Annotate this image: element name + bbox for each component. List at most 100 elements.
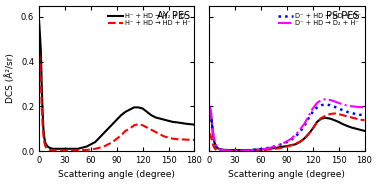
D⁻ + HD → D₂ + H⁻ xyxy=(259,148,263,151)
H⁻ + HD → HD + H⁻ xyxy=(45,148,49,150)
H⁻ + HD → H₂ + D⁻ xyxy=(170,121,175,123)
D⁻ + HD → D₂ + H⁻ xyxy=(276,144,280,147)
D⁻ + HD → HD + D⁻ xyxy=(219,149,223,151)
Text: AY PES: AY PES xyxy=(156,11,190,21)
D⁻ + HD → HD + D⁻ xyxy=(324,103,328,106)
H⁻ + HD → HD + H⁻ xyxy=(41,134,46,137)
H⁻ + HD → H₂ + D⁻ xyxy=(44,143,48,145)
H⁻ + HD → HD + H⁻ xyxy=(45,148,50,150)
H⁻ + HD → HD + H⁻ xyxy=(140,124,145,126)
H⁻ + HD → H₂ + D⁻ xyxy=(149,114,153,116)
H⁻ + HD → H₂ + D⁻ xyxy=(41,127,46,130)
H⁻ + HD → HD + H⁻ xyxy=(115,138,119,140)
H⁻ + HD → H₂ + D⁻ xyxy=(38,33,42,36)
D⁻ + HD → D₂ + H⁻ xyxy=(289,138,293,140)
D⁻ + HD → D₂ + H⁻ xyxy=(362,106,367,108)
H⁻ + HD → HD + H⁻ xyxy=(166,137,171,139)
H⁻ + HD → H₂ + D⁻ xyxy=(39,49,43,51)
H⁻ + HD → H₂ + D⁻ xyxy=(119,114,123,116)
D⁻ + HD → HD + D⁻ xyxy=(254,148,259,151)
H⁻ + HD → H₂ + D⁻ xyxy=(37,20,41,22)
H⁻ + HD → HD + H⁻ xyxy=(44,147,48,149)
D⁻ + HD → D₂ + H⁻ xyxy=(353,106,358,108)
H⁻ + HD → HD + H⁻ xyxy=(93,148,98,150)
H⁻ + HD → HD + H⁻ xyxy=(59,149,63,152)
H⁻ + HD → HD + H⁻ xyxy=(136,123,141,125)
X-axis label: Scattering angle (degree): Scattering angle (degree) xyxy=(58,170,175,179)
H⁻ + HD → HD + H⁻ xyxy=(88,148,93,151)
D⁻ + HD → D₂ + H⁻ xyxy=(297,129,302,131)
D⁻ + HD → HD + D⁻ xyxy=(209,121,214,123)
H⁻ + HD → HD + H⁻ xyxy=(53,149,57,152)
H⁻ + HD → HD + H⁻ xyxy=(106,143,110,145)
H⁻ + HD → HD + H⁻ xyxy=(71,149,76,152)
D⁻ + HD → HD + D⁻ xyxy=(221,149,225,151)
D⁻ + HD → HD + D⁻ xyxy=(349,112,354,114)
H⁻ + HD → HD + H⁻ xyxy=(149,129,153,131)
H⁻ + HD → HD + H⁻ xyxy=(188,139,192,141)
Line: H⁻ + HD → H₂ + D⁻: H⁻ + HD → H₂ + D⁻ xyxy=(39,21,194,149)
Y-axis label: DCS (Å²/sr): DCS (Å²/sr) xyxy=(6,53,15,103)
H⁻ + HD → H₂ + D⁻ xyxy=(175,121,180,124)
D⁻ + HD → D₂ + H⁻ xyxy=(254,149,259,151)
D⁻ + HD → D₂ + H⁻ xyxy=(214,144,218,147)
H⁻ + HD → HD + H⁻ xyxy=(39,105,44,107)
D⁻ + HD → HD + D⁻ xyxy=(259,148,263,150)
D⁻ + HD → HD + D⁻ xyxy=(315,106,319,108)
D⁻ + HD → D₂ + H⁻ xyxy=(209,119,214,121)
D⁻ + HD → HD + D⁻ xyxy=(362,114,367,116)
H⁻ + HD → HD + H⁻ xyxy=(110,141,115,143)
D⁻ + HD → D₂ + H⁻ xyxy=(209,112,213,114)
D⁻ + HD → D₂ + H⁻ xyxy=(310,107,315,110)
D⁻ + HD → HD + D⁻ xyxy=(209,112,213,114)
D⁻ + HD → HD + D⁻ xyxy=(213,144,217,146)
D⁻ + HD → D₂ + H⁻ xyxy=(280,142,285,145)
X-axis label: Scattering angle (degree): Scattering angle (degree) xyxy=(228,170,345,179)
H⁻ + HD → H₂ + D⁻ xyxy=(192,124,197,126)
H⁻ + HD → H₂ + D⁻ xyxy=(145,111,149,113)
H⁻ + HD → HD + H⁻ xyxy=(84,149,89,151)
H⁻ + HD → H₂ + D⁻ xyxy=(40,110,45,112)
H⁻ + HD → HD + H⁻ xyxy=(158,133,162,135)
D⁻ + HD → D₂ + H⁻ xyxy=(345,105,350,107)
H⁻ + HD → HD + H⁻ xyxy=(39,78,43,80)
D⁻ + HD → HD + D⁻ xyxy=(208,107,212,110)
Legend: H⁻ + HD → H₂ + D⁻, H⁻ + HD → HD + H⁻: H⁻ + HD → H₂ + D⁻, H⁻ + HD → HD + H⁻ xyxy=(108,13,192,27)
H⁻ + HD → HD + H⁻ xyxy=(145,126,149,129)
D⁻ + HD → D₂ + H⁻ xyxy=(211,134,216,137)
D⁻ + HD → D₂ + H⁻ xyxy=(341,103,345,106)
H⁻ + HD → HD + H⁻ xyxy=(42,141,46,143)
H⁻ + HD → HD + H⁻ xyxy=(63,149,67,152)
D⁻ + HD → HD + D⁻ xyxy=(358,114,363,116)
H⁻ + HD → H₂ + D⁻ xyxy=(39,83,44,85)
D⁻ + HD → D₂ + H⁻ xyxy=(272,146,276,148)
D⁻ + HD → D₂ + H⁻ xyxy=(224,149,229,152)
D⁻ + HD → D₂ + H⁻ xyxy=(213,142,217,144)
H⁻ + HD → H₂ + D⁻ xyxy=(153,116,158,119)
D⁻ + HD → HD + D⁻ xyxy=(272,145,276,148)
D⁻ + HD → HD + D⁻ xyxy=(306,117,311,120)
H⁻ + HD → HD + H⁻ xyxy=(38,60,42,63)
D⁻ + HD → D₂ + H⁻ xyxy=(208,107,212,110)
D⁻ + HD → HD + D⁻ xyxy=(319,104,324,106)
D⁻ + HD → HD + D⁻ xyxy=(267,147,272,149)
D⁻ + HD → HD + D⁻ xyxy=(302,125,306,127)
D⁻ + HD → HD + D⁻ xyxy=(332,106,336,108)
H⁻ + HD → H₂ + D⁻ xyxy=(93,141,98,143)
D⁻ + HD → HD + D⁻ xyxy=(246,149,250,151)
H⁻ + HD → HD + H⁻ xyxy=(37,51,41,54)
H⁻ + HD → H₂ + D⁻ xyxy=(140,107,145,110)
D⁻ + HD → D₂ + H⁻ xyxy=(324,98,328,100)
H⁻ + HD → HD + H⁻ xyxy=(51,149,55,152)
H⁻ + HD → H₂ + D⁻ xyxy=(49,147,53,149)
D⁻ + HD → HD + D⁻ xyxy=(293,135,298,138)
H⁻ + HD → H₂ + D⁻ xyxy=(179,122,184,124)
Line: D⁻ + HD → HD + D⁻: D⁻ + HD → HD + D⁻ xyxy=(209,105,364,150)
D⁻ + HD → HD + D⁻ xyxy=(280,143,285,145)
H⁻ + HD → HD + H⁻ xyxy=(170,138,175,140)
H⁻ + HD → H₂ + D⁻ xyxy=(67,148,71,150)
H⁻ + HD → HD + H⁻ xyxy=(54,149,59,152)
D⁻ + HD → HD + D⁻ xyxy=(217,148,222,151)
D⁻ + HD → D₂ + H⁻ xyxy=(315,102,319,104)
H⁻ + HD → H₂ + D⁻ xyxy=(80,147,85,149)
